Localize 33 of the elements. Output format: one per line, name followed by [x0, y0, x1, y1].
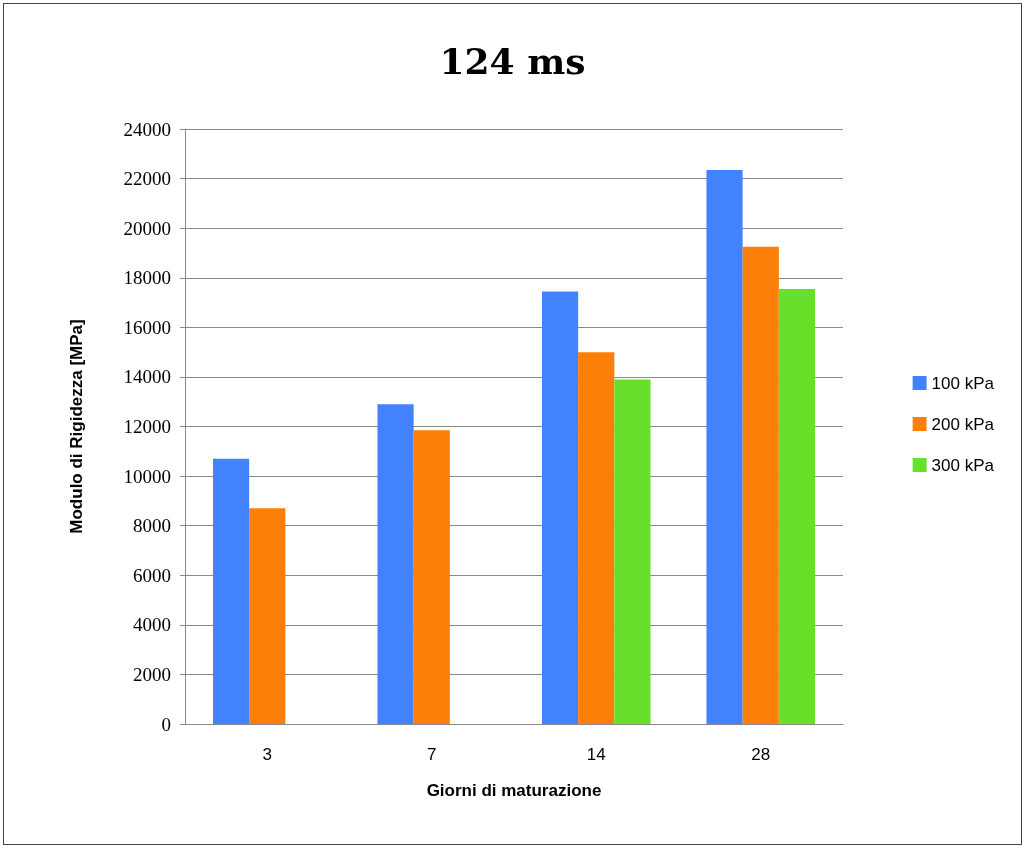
bar [614, 379, 651, 724]
x-tick-label: 14 [586, 745, 606, 764]
y-tick-label: 2000 [133, 663, 171, 685]
x-tick-label: 28 [751, 745, 771, 764]
bar [249, 508, 286, 724]
legend-label: 100 kPa [931, 373, 995, 393]
bar [578, 352, 615, 724]
legend-label: 200 kPa [931, 414, 995, 434]
y-tick-label: 4000 [133, 614, 171, 636]
y-tick-label: 14000 [123, 366, 171, 388]
bar [377, 404, 414, 724]
y-tick-label: 6000 [133, 564, 171, 586]
x-tick-label: 7 [427, 745, 437, 764]
y-tick-label: 8000 [133, 515, 171, 537]
y-tick-label: 0 [161, 713, 171, 735]
y-tick-label: 24000 [123, 118, 171, 140]
x-tick-label: 3 [262, 745, 272, 764]
bar [413, 430, 450, 724]
y-tick-label: 16000 [123, 316, 171, 338]
y-tick-label: 22000 [123, 168, 171, 190]
y-tick-label: 10000 [123, 465, 171, 487]
y-tick-label: 18000 [123, 267, 171, 289]
bar [541, 291, 579, 724]
x-axis-title: Giorni di maturazione [426, 781, 602, 800]
bar [778, 288, 816, 724]
bar [212, 458, 250, 724]
y-axis-title: Modulo di Rigidezza [MPa] [67, 319, 86, 534]
legend-label: 300 kPa [931, 455, 995, 475]
bar [742, 246, 779, 724]
bar [706, 169, 743, 724]
y-tick-label: 12000 [123, 416, 171, 437]
chart-title: 124 ms [439, 40, 586, 82]
y-tick-label: 20000 [123, 217, 171, 239]
